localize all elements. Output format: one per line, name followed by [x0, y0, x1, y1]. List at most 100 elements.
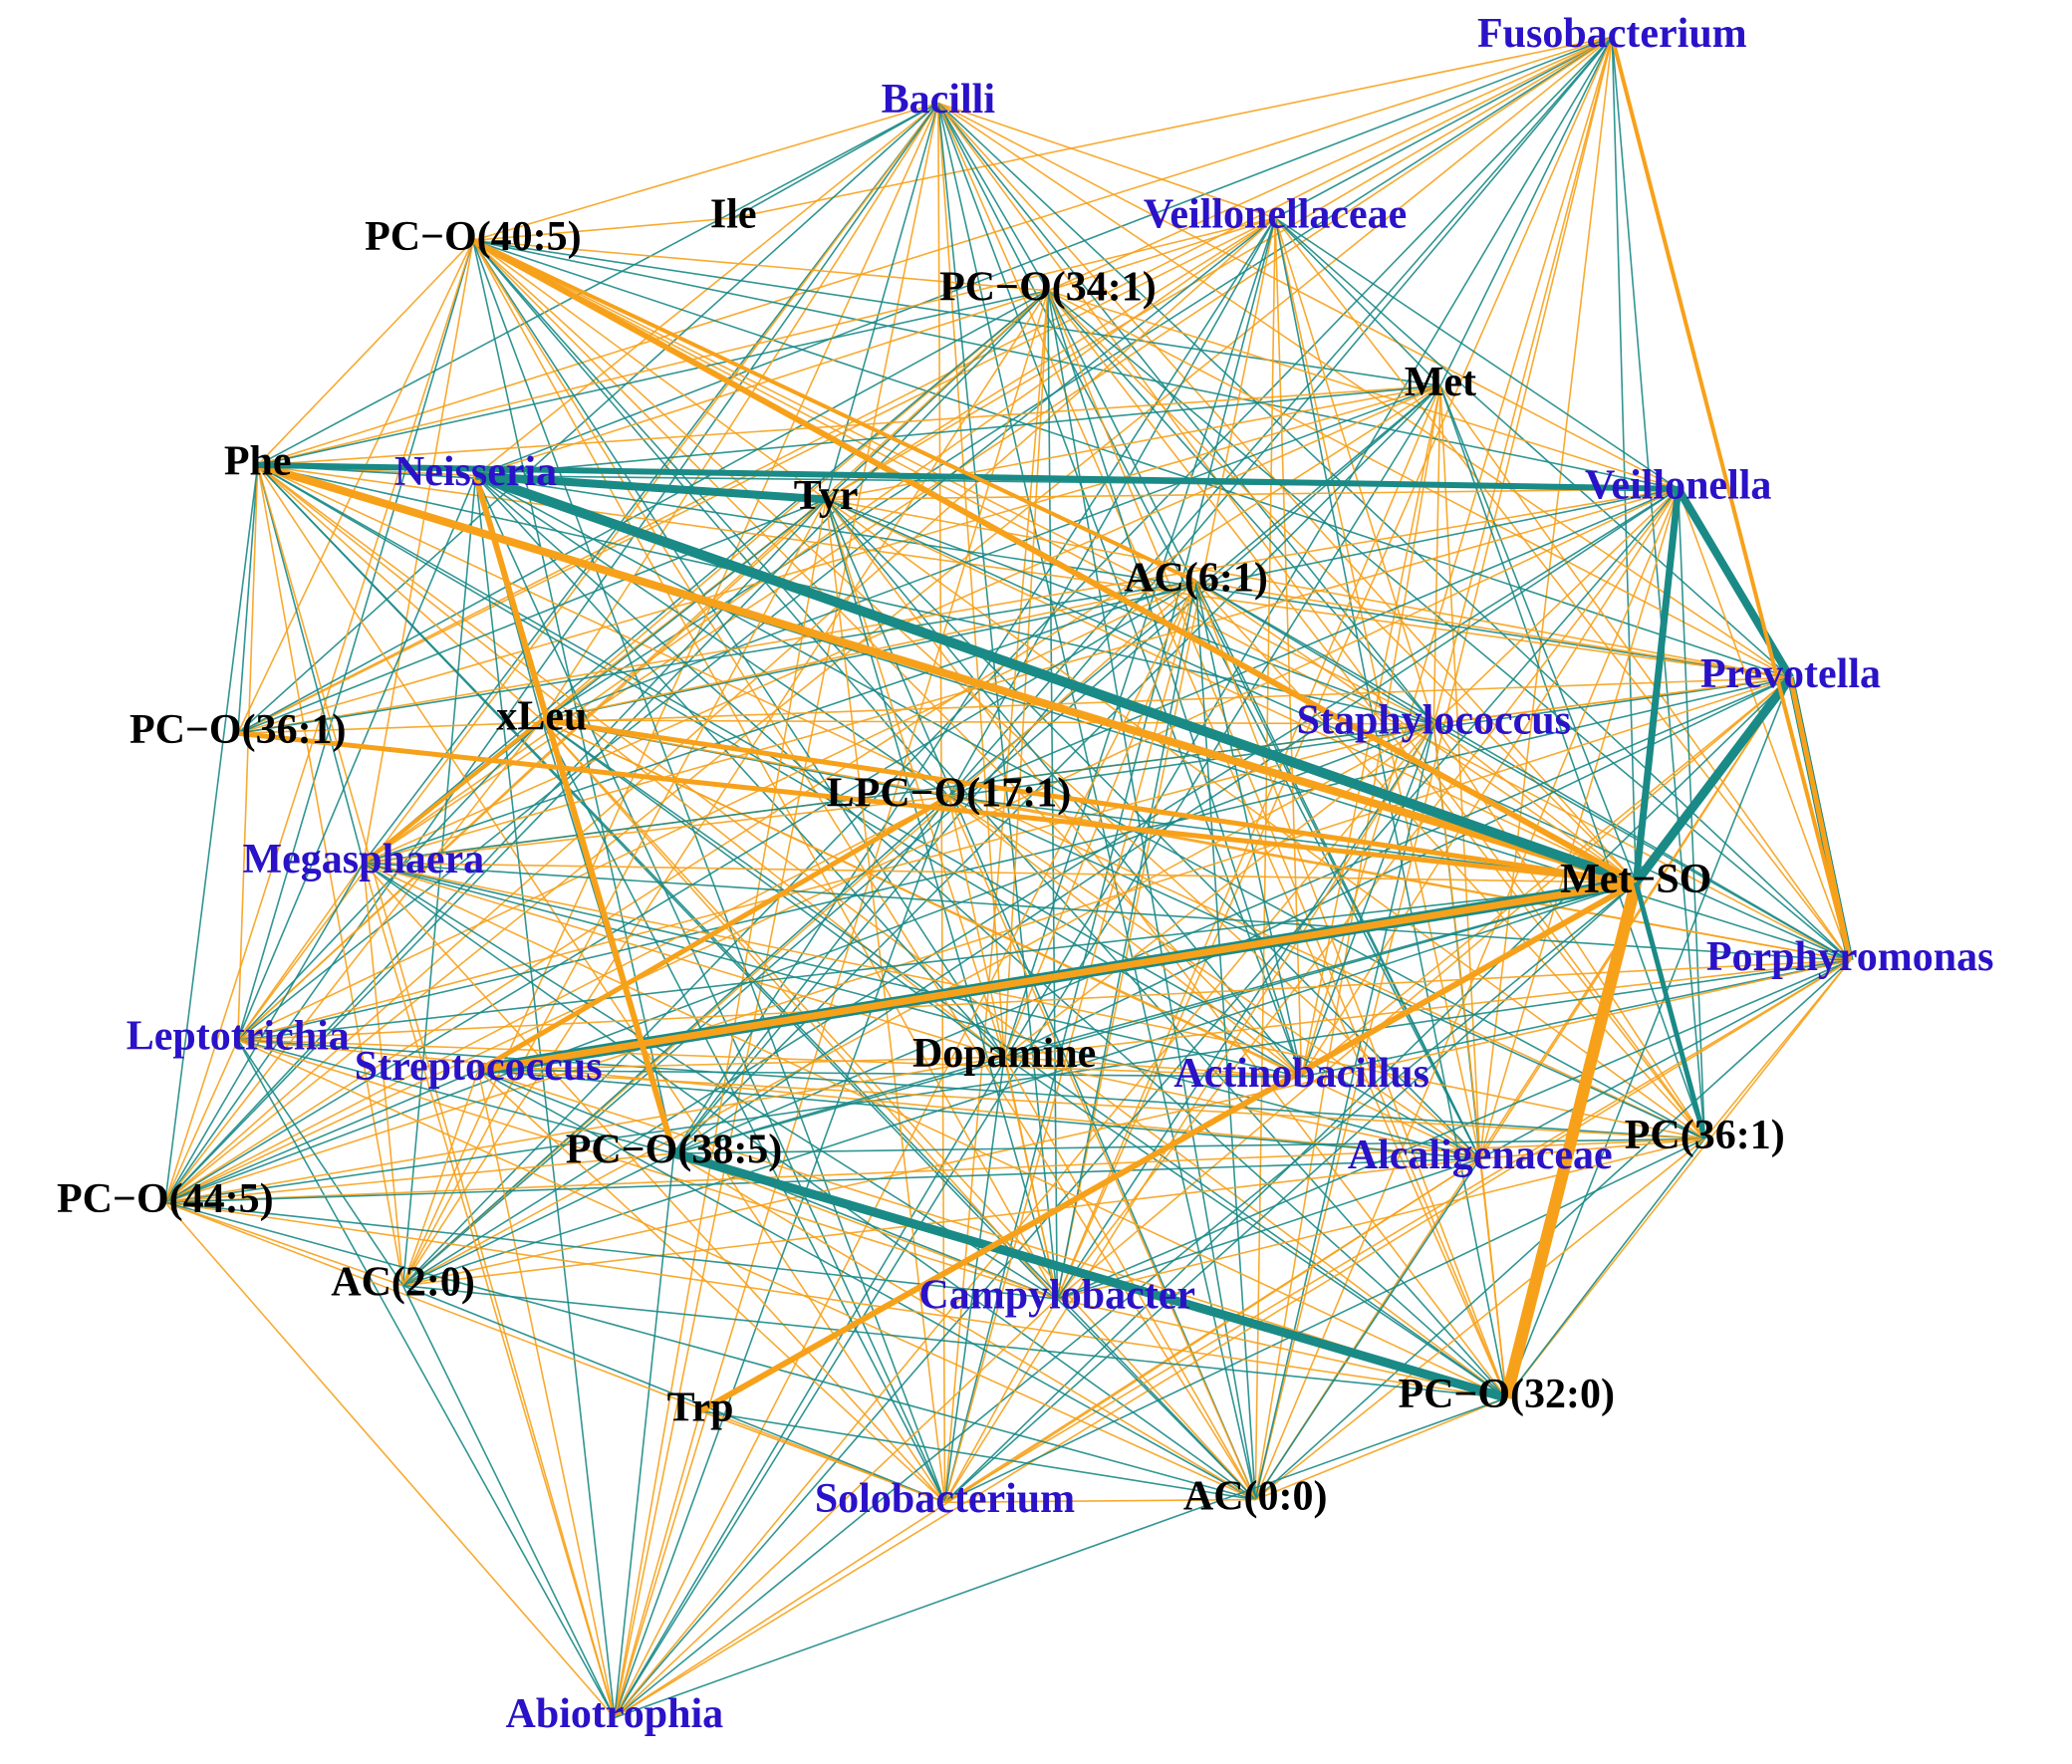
- heavy-edge: [475, 471, 827, 504]
- edge: [1057, 1137, 1705, 1300]
- edge: [237, 580, 1196, 735]
- edge: [614, 723, 1434, 1718]
- edge: [164, 1201, 616, 1719]
- edge: [1194, 581, 1507, 1398]
- node-label: Staphylococcus: [1297, 698, 1571, 744]
- edge: [237, 723, 1434, 1041]
- edge: [478, 1069, 1705, 1140]
- edge: [1478, 37, 1614, 1159]
- edge: [1047, 217, 1276, 292]
- node-label: PC−O(32:0): [1398, 1372, 1615, 1417]
- edge: [1047, 36, 1613, 292]
- node-label: Ile: [710, 192, 757, 238]
- edge: [472, 239, 1851, 962]
- edge: [237, 1039, 1302, 1078]
- heavy-edge: [473, 470, 1638, 887]
- edge: [401, 290, 1049, 1287]
- edge: [541, 488, 1679, 721]
- edge: [943, 1057, 1005, 1503]
- edge: [1056, 1298, 1256, 1501]
- heavy-edge: [1632, 488, 1683, 883]
- edge: [363, 102, 939, 864]
- edge: [1254, 385, 1441, 1500]
- edge: [1505, 677, 1792, 1398]
- edge: [256, 464, 365, 864]
- edge: [257, 464, 543, 721]
- edge: [1274, 217, 1303, 1078]
- edge: [673, 1152, 1058, 1300]
- edge: [1003, 723, 1434, 1058]
- edge: [825, 498, 1434, 725]
- edge: [1056, 723, 1434, 1300]
- heavy-edge: [471, 237, 1638, 885]
- edge: [237, 862, 365, 1041]
- edge: [256, 464, 404, 1286]
- edge: [474, 475, 946, 1503]
- edge: [937, 102, 1851, 961]
- edge: [826, 488, 1679, 501]
- edge: [257, 384, 1440, 466]
- edge: [472, 239, 1507, 1399]
- edge: [1254, 1396, 1507, 1501]
- node-label: Phe: [224, 439, 292, 485]
- edge: [825, 498, 1507, 1398]
- edge: [164, 1069, 479, 1203]
- edge: [614, 384, 1441, 1718]
- heavy-edge: [698, 880, 1638, 1414]
- edge: [614, 882, 1637, 1719]
- edge: [1056, 1157, 1480, 1300]
- node-label: Veillonellaceae: [1144, 192, 1407, 238]
- edge: [614, 959, 1851, 1719]
- edge: [1439, 384, 1851, 961]
- labels: Fusobacterium Bacilli PC−O(40:5) Ile Veillon…: [57, 11, 1993, 1737]
- edge: [475, 384, 1440, 477]
- edge: [257, 36, 1613, 466]
- edge: [472, 239, 950, 798]
- edge: [164, 464, 259, 1203]
- edge: [1479, 1137, 1705, 1160]
- node-label: Met: [1405, 360, 1476, 405]
- edge: [402, 1152, 674, 1287]
- edge: [1274, 36, 1613, 219]
- edge: [237, 488, 1679, 735]
- edge: [237, 102, 939, 1041]
- edge: [673, 1056, 1005, 1154]
- edge: [257, 464, 1303, 1078]
- edge: [673, 882, 1637, 1154]
- node-label: PC−O(34:1): [939, 264, 1157, 310]
- edge: [257, 102, 939, 466]
- edge: [825, 498, 1705, 1140]
- edge: [237, 882, 1637, 1041]
- edge: [1056, 676, 1791, 1300]
- edge: [257, 464, 1434, 725]
- edge: [825, 498, 1791, 679]
- edge: [825, 499, 1005, 1058]
- edge: [825, 498, 1851, 962]
- edge: [541, 719, 1434, 725]
- node-label: LPC−O(17:1): [827, 771, 1072, 817]
- edge: [541, 719, 946, 1503]
- edge: [237, 240, 474, 1041]
- edge: [402, 1157, 1480, 1287]
- edge: [1194, 581, 1303, 1078]
- edge: [401, 1070, 479, 1286]
- heavy-edge: [472, 238, 1197, 584]
- node-label: Porphyromonas: [1706, 934, 1994, 980]
- node-label: AC(6:1): [1124, 555, 1268, 601]
- node-label: Solobacterium: [815, 1476, 1075, 1522]
- edge: [363, 862, 1637, 883]
- edge: [164, 719, 543, 1203]
- edge: [257, 239, 474, 466]
- edge: [614, 1152, 675, 1718]
- edge: [937, 102, 1680, 490]
- edge: [164, 240, 474, 1203]
- edge: [614, 1410, 701, 1718]
- edge: [944, 1498, 1256, 1504]
- edge: [472, 239, 1049, 292]
- edge: [1274, 217, 1441, 386]
- edge: [237, 959, 1851, 1041]
- edge: [1432, 723, 1637, 883]
- edge: [937, 103, 1049, 292]
- edge: [164, 1201, 1256, 1501]
